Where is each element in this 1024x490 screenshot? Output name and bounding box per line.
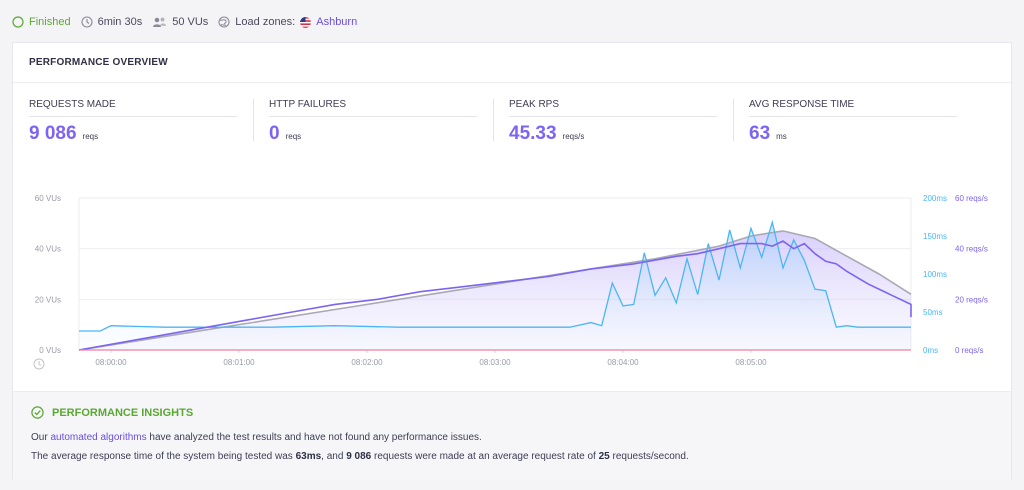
y-tick-label-ms: 150ms <box>923 232 947 241</box>
metric-label: AVG RESPONSE TIME <box>749 99 957 117</box>
x-tick-label: 08:02:00 <box>351 358 383 367</box>
card-title: PERFORMANCE OVERVIEW <box>13 43 1011 83</box>
timeline-clock-icon <box>33 358 45 370</box>
insights-title: PERFORMANCE INSIGHTS <box>31 406 193 419</box>
y-tick-label-vus: 40 VUs <box>35 245 61 254</box>
test-status-bar: Finished 6min 30s 50 VUs Load zones: Ash… <box>12 12 367 32</box>
insights-request-count: 9 086 <box>346 451 372 462</box>
status-vus: 50 VUs <box>152 16 208 28</box>
metric-avg-response-time: AVG RESPONSE TIME 63 ms <box>749 99 957 149</box>
us-flag-icon <box>300 16 312 28</box>
y-tick-label-vus: 0 VUs <box>39 346 61 355</box>
performance-insights: PERFORMANCE INSIGHTS Our automated algor… <box>13 391 1011 480</box>
metric-http-failures: HTTP FAILURES 0 reqs <box>269 99 477 149</box>
metric-divider <box>253 99 254 141</box>
metric-value: 0 <box>269 123 280 144</box>
x-tick-label: 08:01:00 <box>223 358 255 367</box>
duration-label: 6min 30s <box>97 16 143 28</box>
insights-text: have analyzed the test results and have … <box>146 432 482 443</box>
metric-value: 63 <box>749 123 771 144</box>
metric-label: PEAK RPS <box>509 99 717 117</box>
metric-unit: reqs/s <box>562 132 585 141</box>
insights-text: The average response time of the system … <box>31 451 296 462</box>
metric-unit: ms <box>776 132 787 141</box>
insights-text: requests were made at an average request… <box>371 451 599 462</box>
insights-text: Our <box>31 432 51 443</box>
y-tick-label-ms: 0ms <box>923 346 938 355</box>
users-icon <box>153 17 167 27</box>
performance-chart[interactable]: 0 VUs 20 VUs 40 VUs 60 VUs 0ms 50ms 100ms 150ms… <box>13 185 1013 390</box>
circle-icon <box>12 16 24 28</box>
x-tick-label: 08:00:00 <box>95 358 127 367</box>
x-tick-label: 08:04:00 <box>607 358 639 367</box>
x-tick-label: 08:05:00 <box>735 358 767 367</box>
metric-value: 45.33 <box>509 123 557 144</box>
clock-icon <box>81 16 93 28</box>
metric-peak-rps: PEAK RPS 45.33 reqs/s <box>509 99 717 149</box>
y-tick-label-rps: 0 reqs/s <box>955 346 983 355</box>
metric-divider <box>493 99 494 141</box>
y-tick-label-ms: 50ms <box>923 308 943 317</box>
insights-title-text: PERFORMANCE INSIGHTS <box>52 406 194 419</box>
series-line-response-time[interactable] <box>79 219 911 332</box>
status-finished: Finished <box>12 16 71 28</box>
globe-icon <box>218 16 230 28</box>
metric-unit: reqs <box>82 132 99 141</box>
insights-line-2: The average response time of the system … <box>31 451 689 462</box>
insights-avg-response: 63ms <box>295 451 322 462</box>
automated-algorithms-link[interactable]: automated algorithms <box>50 432 147 443</box>
y-tick-label-vus: 20 VUs <box>35 295 61 304</box>
vus-label: 50 VUs <box>172 16 209 28</box>
metric-unit: reqs <box>285 132 302 141</box>
y-tick-label-rps: 40 reqs/s <box>955 245 988 254</box>
series-line-rps[interactable] <box>78 240 912 351</box>
response-time-area <box>79 222 911 350</box>
metric-requests-made: REQUESTS MADE 9 086 reqs <box>29 99 237 149</box>
status-label: Finished <box>29 16 71 28</box>
y-tick-label-ms: 200ms <box>923 194 947 203</box>
status-load-zones: Load zones: Ashburn <box>218 16 357 28</box>
metric-label: REQUESTS MADE <box>29 99 237 117</box>
x-tick-label: 08:03:00 <box>479 358 511 367</box>
performance-chart-svg[interactable]: 0 VUs 20 VUs 40 VUs 60 VUs 0ms 50ms 100ms 150ms… <box>13 185 1013 390</box>
status-duration: 6min 30s <box>81 16 143 28</box>
insights-text: requests/second. <box>609 451 689 462</box>
metric-divider <box>733 99 734 141</box>
insights-text: , and <box>321 451 347 462</box>
insights-line-1: Our automated algorithms have analyzed t… <box>31 432 482 443</box>
load-zone-link[interactable]: Ashburn <box>316 16 358 28</box>
y-tick-label-ms: 100ms <box>923 270 947 279</box>
y-tick-label-vus: 60 VUs <box>35 194 61 203</box>
check-circle-icon <box>31 406 44 419</box>
metric-label: HTTP FAILURES <box>269 99 477 117</box>
insights-avg-rate: 25 <box>598 451 610 462</box>
performance-overview-card: PERFORMANCE OVERVIEW REQUESTS MADE 9 086… <box>12 42 1012 480</box>
metric-value: 9 086 <box>29 123 77 144</box>
load-zones-label: Load zones: <box>235 16 296 28</box>
y-tick-label-rps: 20 reqs/s <box>955 295 988 304</box>
y-tick-label-rps: 60 reqs/s <box>955 194 988 203</box>
